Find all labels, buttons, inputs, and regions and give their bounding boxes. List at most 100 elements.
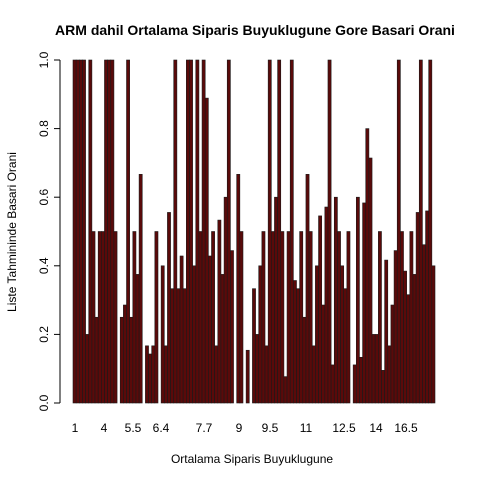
bar-65 (277, 59, 282, 404)
bar-82 (330, 364, 335, 404)
bar-68 (286, 231, 291, 404)
bar-32 (173, 59, 178, 404)
bar-62 (267, 59, 272, 404)
bar-55 (245, 349, 250, 404)
bar-13 (113, 231, 118, 404)
bar-97 (378, 231, 382, 404)
bar-5 (88, 59, 93, 404)
bar-102 (393, 250, 398, 404)
bar-106 (406, 294, 411, 404)
bar-40 (198, 231, 203, 404)
bar-77 (315, 265, 319, 404)
bar-69 (289, 59, 294, 404)
x-tick-label-10: 16.5 (394, 421, 418, 435)
y-tick-label-5: 1.0 (37, 51, 51, 68)
bar-44 (211, 231, 215, 404)
bar-63 (271, 231, 275, 404)
y-axis: 0.0 0.2 0.4 0.6 0.8 1.0 (37, 51, 61, 411)
bar-6 (91, 231, 96, 404)
bar-10 (104, 59, 108, 404)
chart-title: ARM dahil Ortalama Siparis Buyuklugune G… (55, 22, 455, 38)
bar-67 (283, 376, 288, 404)
bar-45 (214, 345, 219, 404)
bar-4 (85, 334, 90, 404)
x-tick-label-8: 12.5 (332, 421, 356, 435)
bar-87 (346, 231, 351, 404)
bar-37 (189, 59, 193, 404)
bar-35 (182, 288, 187, 404)
y-tick-label-0: 0.0 (37, 394, 51, 411)
bar-57 (252, 288, 256, 404)
bar-24 (148, 353, 153, 404)
bar-74 (305, 174, 310, 404)
bar-20 (135, 274, 140, 404)
y-axis-label: Liste Tahmininde Basari Orani (5, 152, 19, 312)
bar-108 (412, 274, 417, 404)
bar-16 (123, 304, 127, 404)
bar-9 (101, 231, 105, 404)
bar-78 (318, 215, 322, 404)
bar-105 (403, 270, 407, 404)
bar-1 (75, 59, 80, 404)
bar-3 (82, 59, 86, 404)
bar-29 (163, 345, 168, 404)
bar-39 (195, 59, 200, 404)
bar-83 (333, 196, 338, 404)
bar-52 (236, 174, 241, 404)
bar-91 (359, 356, 363, 404)
bar-42 (204, 97, 209, 404)
x-tick-label-4: 7.7 (196, 421, 213, 435)
bar-0 (72, 59, 77, 404)
bar-26 (154, 231, 159, 404)
bar-23 (145, 345, 149, 404)
bar-8 (97, 231, 102, 404)
x-tick-label-5: 9 (236, 421, 243, 435)
bar-7 (94, 316, 99, 404)
bar-43 (208, 255, 212, 404)
bar-25 (151, 345, 156, 404)
bar-2 (79, 59, 83, 404)
bar-38 (192, 265, 197, 404)
bar-109 (415, 212, 420, 404)
bar-84 (337, 231, 341, 404)
x-tick-label-1: 4 (101, 421, 108, 435)
bars-group (72, 59, 436, 404)
bar-96 (374, 334, 379, 404)
bar-107 (409, 231, 414, 404)
x-tick-label-2: 5.5 (125, 421, 142, 435)
bar-72 (299, 231, 304, 404)
x-tick-label-7: 11 (300, 421, 313, 435)
bar-33 (176, 288, 181, 404)
bar-18 (129, 316, 134, 404)
bar-30 (167, 212, 171, 404)
bar-92 (362, 202, 367, 404)
bar-93 (365, 128, 370, 404)
bar-60 (261, 231, 266, 404)
bar-61 (264, 345, 269, 404)
bar-104 (400, 231, 404, 404)
x-tick-label-9: 14 (369, 421, 383, 435)
x-tick-label-6: 9.5 (262, 421, 279, 435)
x-tick-label-0: 1 (72, 421, 79, 435)
x-axis-tick-labels: 1 4 5.5 6.4 7.7 9 9.5 11 12.5 14 16.5 (72, 421, 418, 435)
bar-50 (230, 250, 234, 404)
bar-103 (396, 59, 401, 404)
bar-90 (355, 196, 360, 404)
x-axis-label: Ortalama Siparis Buyuklugune (171, 452, 333, 466)
bar-11 (107, 59, 112, 404)
bar-47 (220, 274, 225, 404)
bar-89 (352, 364, 357, 404)
bar-112 (425, 210, 430, 404)
bar-80 (324, 206, 329, 404)
bar-111 (422, 244, 426, 404)
bar-12 (110, 59, 115, 404)
bar-15 (119, 316, 124, 404)
bar-49 (226, 59, 231, 404)
bar-86 (343, 288, 348, 404)
bar-71 (296, 288, 300, 404)
bar-70 (293, 280, 297, 404)
bar-64 (274, 196, 278, 404)
y-tick-label-4: 0.8 (37, 120, 51, 137)
bar-66 (280, 231, 285, 404)
bar-81 (327, 59, 332, 404)
